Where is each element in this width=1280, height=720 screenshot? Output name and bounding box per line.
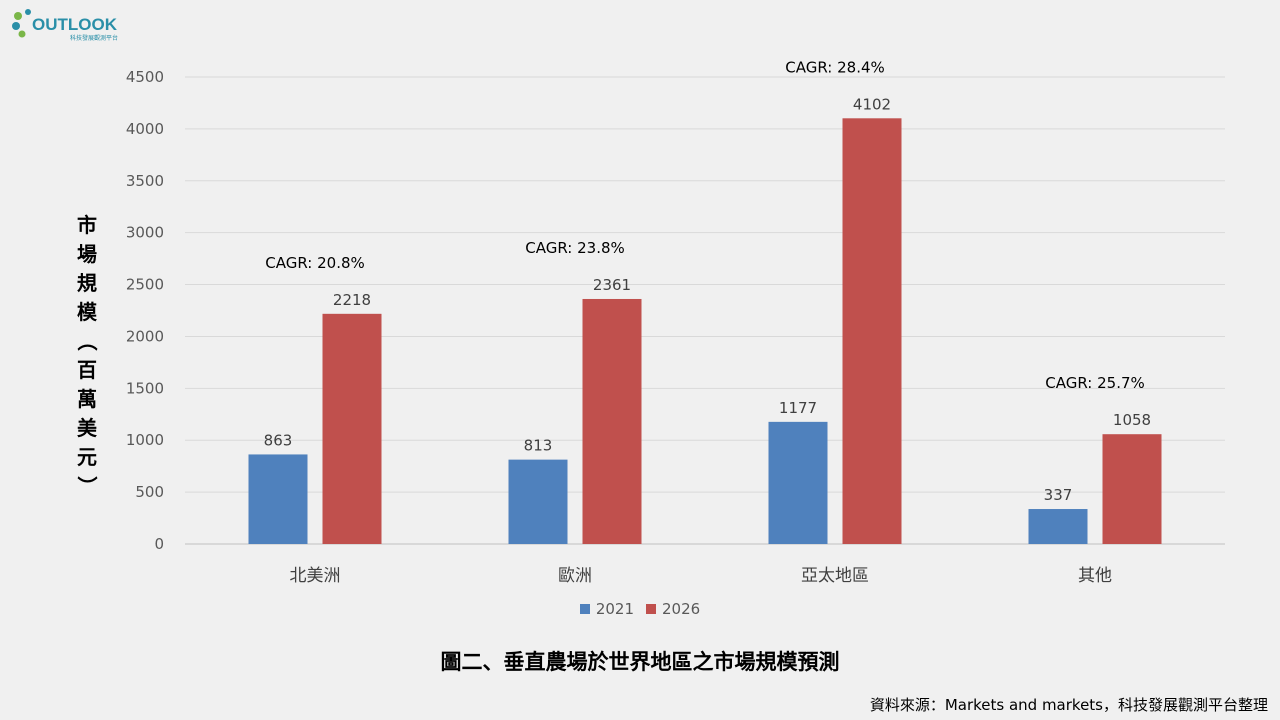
data-label: 2361 <box>593 276 631 294</box>
bar <box>322 313 382 544</box>
bar <box>248 454 308 544</box>
data-label: 1058 <box>1113 411 1151 429</box>
y-tick-label: 2500 <box>126 276 164 294</box>
bar-chart: 0 500 1000 1500 2000 2500 3000 3500 4000 4500 市場規模… <box>75 58 1225 586</box>
chart-legend: 2021 2026 <box>0 600 1280 618</box>
legend-item: 2026 <box>646 600 700 618</box>
figure-caption: 圖二、垂直農場於世界地區之市場規模預測 <box>440 650 840 674</box>
y-tick-label: 500 <box>135 483 164 501</box>
y-axis-label-char: 美 <box>77 416 98 440</box>
cagr-annotation: CAGR: 25.7% <box>1045 374 1145 392</box>
y-axis-label-char: 場 <box>77 242 97 266</box>
legend-label: 2021 <box>595 600 634 618</box>
y-tick-label: 1500 <box>126 379 164 397</box>
y-axis-label-char: 規 <box>77 271 97 295</box>
y-axis-label-char: 元 <box>77 445 97 469</box>
y-tick-label: 4500 <box>126 68 164 86</box>
data-label: 863 <box>264 431 293 449</box>
y-tick-label: 1000 <box>126 431 164 449</box>
y-tick-label: 2000 <box>126 327 164 345</box>
bar <box>768 421 828 544</box>
x-category-label: 亞太地區 <box>801 566 869 586</box>
data-label: 4102 <box>853 95 891 113</box>
x-category-label: 歐洲 <box>558 566 592 586</box>
outlook-logo: OUTLOOK 科技發展觀測平台 <box>12 9 118 42</box>
logo-text: OUTLOOK <box>32 15 118 34</box>
y-tick-label: 4000 <box>126 120 164 138</box>
bar <box>842 118 902 544</box>
bar <box>582 298 642 544</box>
legend-item: 2021 <box>579 600 634 618</box>
legend-label: 2026 <box>662 600 701 618</box>
logo-dot-icon <box>18 30 26 38</box>
data-label: 1177 <box>779 399 817 417</box>
x-category-label: 其他 <box>1078 566 1112 586</box>
y-tick-label: 3000 <box>126 224 164 242</box>
legend-swatch-icon <box>579 604 590 614</box>
y-tick-label: 3500 <box>126 172 164 190</box>
bar <box>508 459 568 544</box>
y-axis-label-char: ） <box>75 476 99 496</box>
source-note: 資料來源：Markets and markets，科技發展觀測平台整理 <box>869 696 1268 714</box>
y-tick-label: 0 <box>154 535 164 553</box>
cagr-annotation: CAGR: 23.8% <box>525 239 625 257</box>
y-axis-label-char: 模 <box>77 300 98 324</box>
logo-dot-icon <box>14 12 22 20</box>
data-label: 337 <box>1044 486 1073 504</box>
logo-dot-icon <box>25 9 31 15</box>
y-axis-label-char: （ <box>75 331 99 351</box>
data-label: 2218 <box>333 291 371 309</box>
bar <box>1102 434 1162 544</box>
logo-subtext: 科技發展觀測平台 <box>70 34 118 42</box>
y-axis-label-char: 萬 <box>77 387 97 411</box>
cagr-annotation: CAGR: 28.4% <box>785 58 885 76</box>
y-axis-label-char: 百 <box>77 358 97 382</box>
y-axis-label-char: 市 <box>77 213 97 237</box>
cagr-annotation: CAGR: 20.8% <box>265 254 365 272</box>
logo-dot-icon <box>12 22 20 30</box>
bar <box>1028 509 1088 544</box>
legend-swatch-icon <box>646 604 656 614</box>
x-category-label: 北美洲 <box>290 566 341 586</box>
data-label: 813 <box>524 437 553 455</box>
